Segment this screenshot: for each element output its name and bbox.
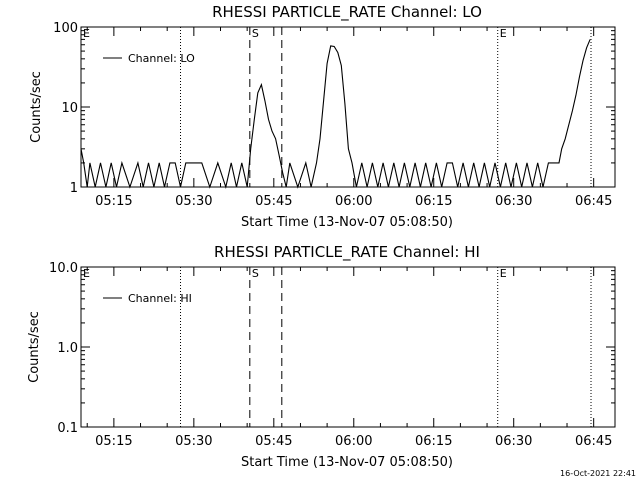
x-tick-label: 05:30 xyxy=(175,434,212,449)
flag-label: E xyxy=(83,267,90,280)
x-tick-label: 06:30 xyxy=(495,194,532,209)
x-tick-label: 05:15 xyxy=(95,194,132,209)
panel-lo: RHESSI PARTICLE_RATE Channel: LO 05:15 05… xyxy=(29,3,616,230)
x-axis-label: Start Time (13-Nov-07 05:08:50) xyxy=(241,455,453,470)
y-tick-label: 1 xyxy=(70,181,78,196)
footer-timestamp: 16-Oct-2021 22:41 xyxy=(560,469,636,478)
y-tick-label: 10 xyxy=(61,101,78,116)
y-tick-label: 100 xyxy=(53,21,78,36)
x-tick-label: 05:15 xyxy=(95,434,132,449)
y-tick-label: 0.1 xyxy=(57,421,78,436)
x-tick-label: 06:15 xyxy=(415,434,452,449)
x-tick-label: 06:15 xyxy=(415,194,452,209)
x-axis-label: Start Time (13-Nov-07 05:08:50) xyxy=(241,215,453,230)
chart-title: RHESSI PARTICLE_RATE Channel: LO xyxy=(212,3,482,22)
plot-frame xyxy=(80,26,616,188)
flag-label: E xyxy=(500,27,507,40)
legend-label: Channel: HI xyxy=(128,292,192,305)
x-tick-label: 05:45 xyxy=(255,194,292,209)
y-axis-label: Counts/sec xyxy=(27,311,42,383)
series-line-lo xyxy=(80,39,591,190)
plot-frame xyxy=(80,266,616,428)
panel-hi: RHESSI PARTICLE_RATE Channel: HI 05:15 05… xyxy=(27,243,616,470)
x-tick-label: 06:00 xyxy=(335,434,372,449)
x-tick-label: 05:45 xyxy=(255,434,292,449)
flag-label: E xyxy=(83,27,90,40)
y-tick-label: 10.0 xyxy=(49,261,78,276)
y-axis-label: Counts/sec xyxy=(29,71,44,143)
y-tick-label: 1.0 xyxy=(57,341,78,356)
chart-title: RHESSI PARTICLE_RATE Channel: HI xyxy=(214,243,480,262)
x-tick-label: 06:30 xyxy=(495,434,532,449)
x-tick-label: 05:30 xyxy=(175,194,212,209)
x-tick-label: 06:45 xyxy=(575,434,612,449)
legend-label: Channel: LO xyxy=(128,52,195,65)
flag-label: S xyxy=(252,267,259,280)
x-tick-label: 06:00 xyxy=(335,194,372,209)
flag-label: E xyxy=(500,267,507,280)
flag-label: S xyxy=(252,27,259,40)
x-tick-label: 06:45 xyxy=(575,194,612,209)
